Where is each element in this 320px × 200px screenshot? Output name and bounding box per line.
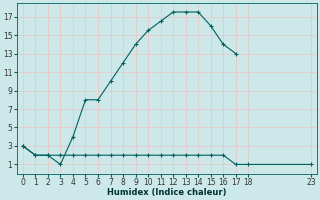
X-axis label: Humidex (Indice chaleur): Humidex (Indice chaleur) bbox=[107, 188, 227, 197]
